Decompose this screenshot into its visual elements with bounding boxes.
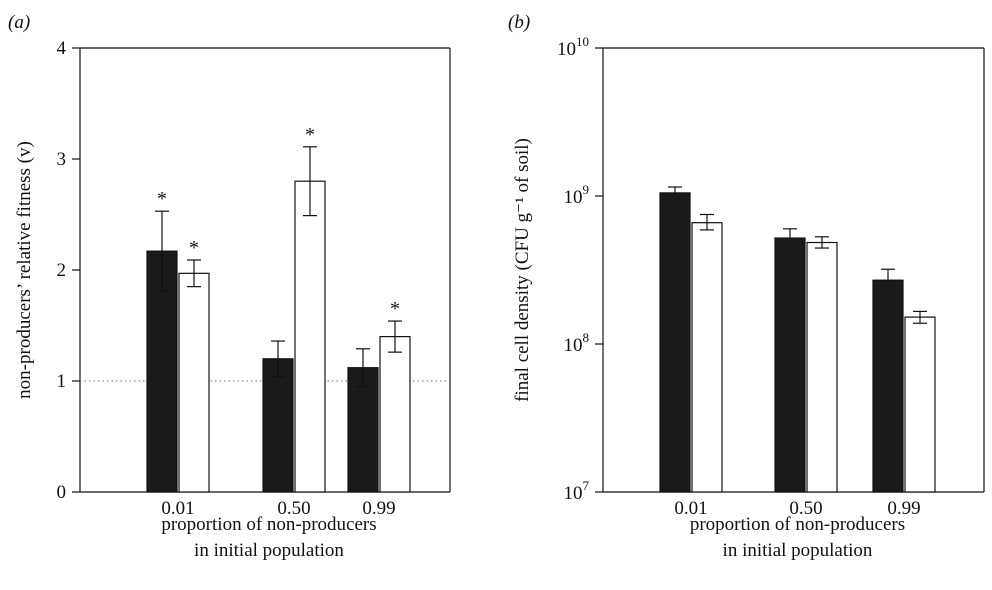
y-tick-label: 3 (57, 149, 67, 170)
x-axis-title-line-2: in initial population (194, 540, 344, 561)
y-tick-label: 108 (564, 330, 590, 356)
y-tick-label: 1 (57, 371, 67, 392)
x-tick-label: 0.01 (674, 498, 707, 519)
x-tick-label: 0.50 (789, 498, 822, 519)
significance-star: * (157, 188, 167, 210)
y-tick-label: 107 (564, 478, 590, 504)
y-axis-title: non-producers’ relative fitness (v) (14, 141, 35, 399)
panel-b: (b) final cell density (CFU g⁻¹ of soil) p… (508, 12, 985, 561)
x-tick-label: 0.99 (887, 498, 920, 519)
panel-a: (a) non-producers’ relative fitness (v) pr… (8, 12, 451, 561)
significance-star: * (390, 298, 400, 320)
y-tick-exponent: 7 (583, 478, 590, 493)
bar-open (379, 336, 411, 493)
y-tick-exponent: 8 (583, 330, 590, 345)
y-tick-exponent: 9 (583, 182, 590, 197)
y-axis-title: final cell density (CFU g⁻¹ of soil) (512, 138, 533, 402)
y-tick-label: 4 (57, 38, 67, 59)
x-tick-label: 0.50 (277, 498, 310, 519)
significance-star: * (305, 124, 315, 146)
y-tick-base: 10 (564, 335, 583, 356)
panel-label: (a) (8, 12, 30, 33)
significance-star: * (189, 237, 199, 259)
x-axis-title-line-1: proportion of non-producers (690, 514, 905, 535)
panel-label: (b) (508, 12, 530, 33)
bar-filled (872, 279, 904, 493)
bar-open (691, 222, 723, 493)
bar-filled (774, 237, 806, 493)
y-tick-label: 2 (57, 260, 67, 281)
x-tick-label: 0.01 (161, 498, 194, 519)
y-tick-base: 10 (564, 483, 583, 504)
x-tick-label: 0.99 (362, 498, 395, 519)
bar-open (178, 272, 210, 493)
bar-filled (659, 192, 691, 493)
y-tick-label: 0 (57, 482, 67, 503)
bar-open (904, 316, 936, 493)
y-tick-exponent: 10 (576, 34, 589, 49)
x-axis-title-line-1: proportion of non-producers (161, 514, 376, 535)
bar-filled (347, 367, 379, 493)
bar-open (806, 241, 838, 493)
x-axis-title-line-2: in initial population (723, 540, 873, 561)
y-tick-label: 109 (564, 182, 590, 208)
y-tick-label: 1010 (557, 34, 589, 60)
y-tick-base: 10 (557, 39, 576, 60)
bar-open (294, 180, 326, 493)
y-tick-base: 10 (564, 187, 583, 208)
bar-filled (262, 358, 294, 493)
